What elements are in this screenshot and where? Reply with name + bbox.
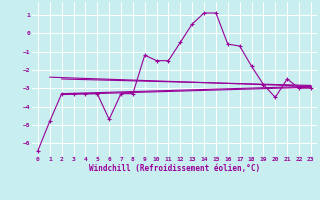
X-axis label: Windchill (Refroidissement éolien,°C): Windchill (Refroidissement éolien,°C) xyxy=(89,164,260,173)
